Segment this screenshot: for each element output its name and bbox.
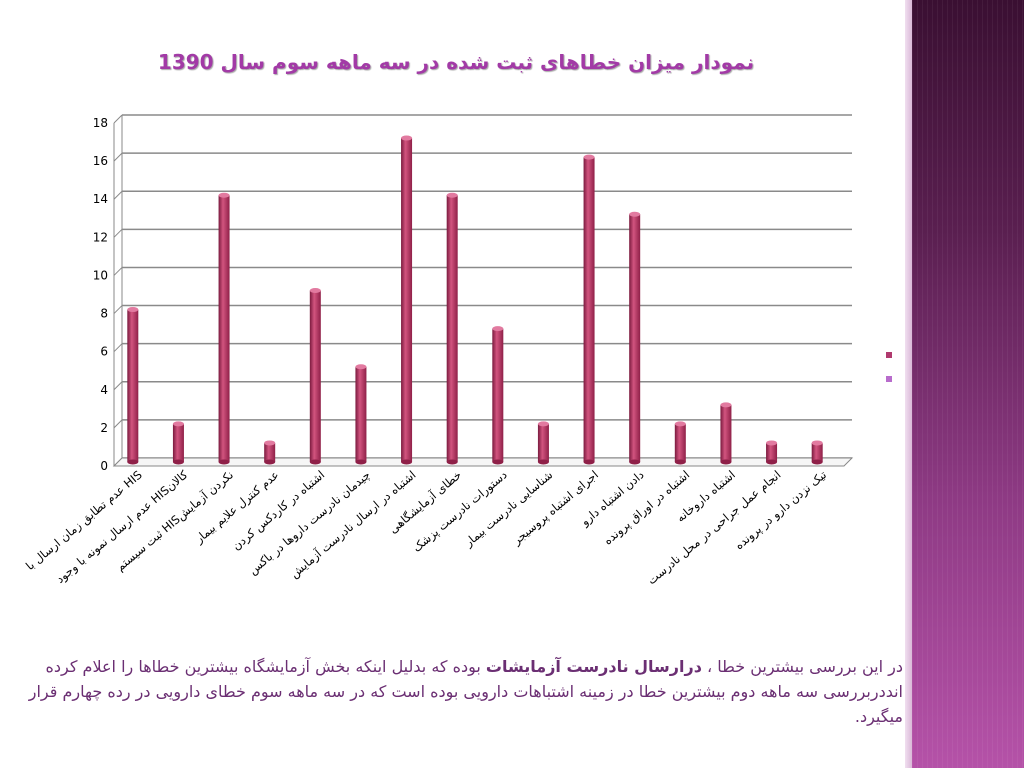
y-tick-label: 14: [93, 192, 108, 206]
y-tick-label: 8: [100, 307, 108, 321]
chart-grid: [112, 114, 854, 467]
bar: [492, 326, 504, 465]
x-tick-label: اشتباه در اوراق پرونده: [601, 468, 693, 549]
bar: [355, 364, 367, 465]
y-tick-label: 18: [93, 116, 108, 130]
bar: [766, 440, 778, 465]
bar-chart: 0 2 4 6 8 10 12 14 16 18 عدم تطابق زمان ارسال با …: [23, 114, 854, 588]
bar: [629, 211, 641, 465]
summary-text-after: بوده که بدلیل اینکه بخش آزمایشگاه بیشتری…: [28, 657, 903, 726]
decorative-side-panel: [912, 0, 1024, 768]
gridline: [113, 190, 852, 200]
summary-text: در این بررسی بیشترین خطا ، درارسال نادرس…: [15, 654, 903, 729]
y-axis-ticks: 0 2 4 6 8 10 12 14 16 18: [93, 116, 108, 473]
bar: [264, 440, 276, 465]
bar: [811, 440, 823, 465]
bullet-marker-1: [886, 352, 892, 358]
bar: [446, 192, 458, 465]
y-tick-label: 6: [100, 345, 108, 359]
gridline: [113, 342, 852, 353]
y-tick-label: 2: [100, 421, 108, 435]
summary-text-bold: درارسال نادرست آزمایشات: [485, 657, 702, 676]
bar: [401, 135, 413, 465]
gridline: [113, 304, 852, 314]
bar: [309, 288, 321, 465]
gridline: [113, 266, 852, 276]
summary-text-before: در این بررسی بیشترین خطا ،: [701, 657, 903, 676]
side-divider: [905, 0, 912, 768]
y-tick-label: 12: [93, 230, 108, 244]
y-tick-label: 10: [93, 268, 108, 282]
y-tick-label: 4: [100, 383, 108, 397]
slide-title: نمودار میزان خطاهای ثبت شده در سه ماهه س…: [157, 50, 755, 74]
bullet-marker-2: [886, 376, 892, 382]
gridline: [113, 114, 852, 124]
chart-bars: [127, 135, 823, 465]
gridline: [113, 228, 852, 238]
y-tick-label: 16: [93, 154, 108, 168]
bar: [537, 421, 549, 465]
bar: [720, 402, 732, 465]
gridline: [113, 152, 852, 162]
gridline: [113, 381, 852, 391]
y-tick-label: 0: [100, 459, 108, 473]
bar: [218, 192, 230, 465]
bar: [127, 307, 139, 465]
bar: [583, 154, 595, 465]
bar: [674, 421, 686, 465]
chart-floor: [112, 457, 854, 467]
bar: [172, 421, 184, 465]
